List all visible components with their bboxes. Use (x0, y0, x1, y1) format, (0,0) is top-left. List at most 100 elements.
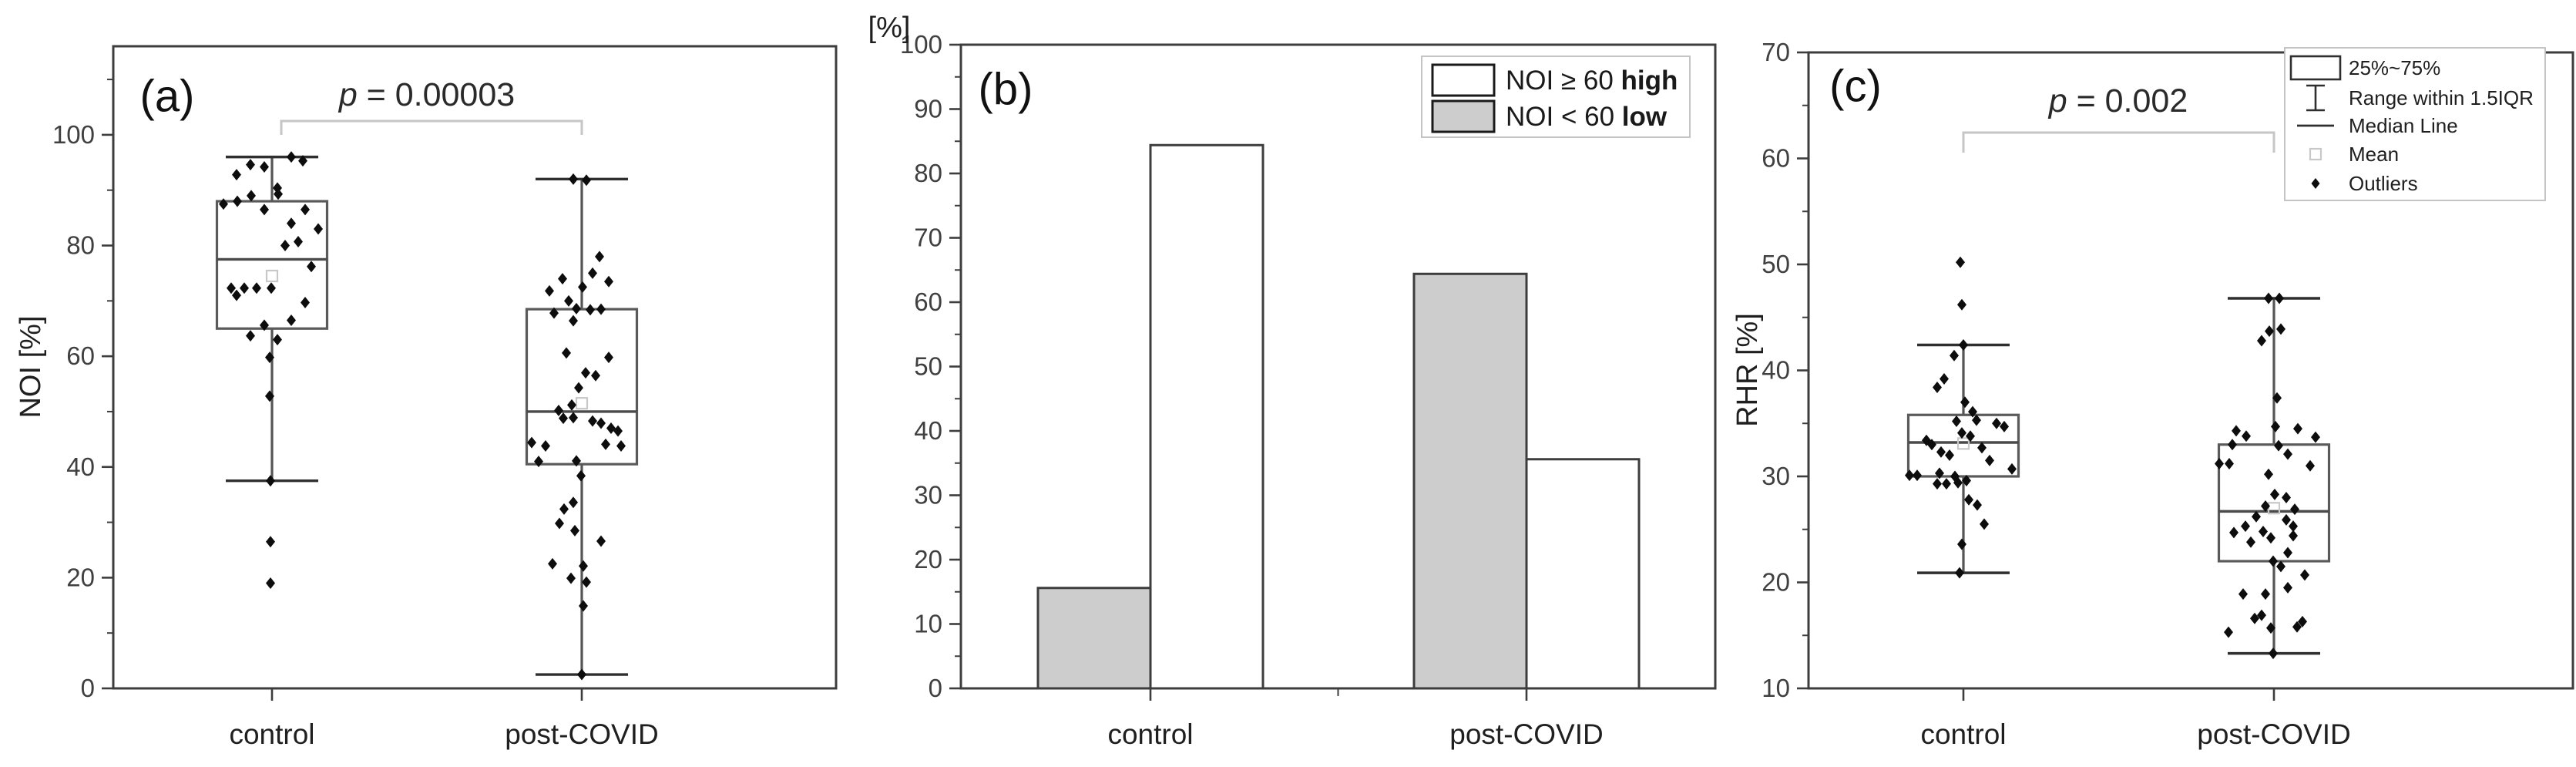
data-point-diamond (604, 352, 613, 364)
x-category-label: post-COVID (2197, 718, 2350, 750)
data-point-diamond (1957, 298, 1966, 311)
y-tick-label: 0 (929, 674, 942, 702)
x-category-label: control (1920, 718, 2006, 750)
legend-label: Median Line (2349, 114, 2458, 137)
data-point-diamond (2272, 392, 2282, 404)
data-point-diamond (1973, 499, 1982, 511)
data-point-diamond (577, 668, 586, 681)
panel-letter: (b) (979, 65, 1033, 115)
data-point-diamond (562, 347, 571, 359)
data-point-diamond (554, 405, 563, 417)
data-point-diamond (2264, 468, 2273, 480)
data-point-diamond (2274, 439, 2283, 452)
y-tick-label: 40 (66, 452, 95, 481)
y-tick-label: 10 (1762, 674, 1790, 702)
y-tick-label: 60 (1762, 144, 1790, 173)
data-point-diamond (240, 282, 249, 294)
y-tick-label: 60 (914, 288, 942, 316)
data-point-diamond (2293, 422, 2302, 435)
data-point-diamond (2261, 500, 2270, 512)
data-point-diamond (548, 557, 557, 570)
y-tick-label: 10 (914, 610, 942, 638)
data-point-diamond (588, 267, 597, 279)
data-point-diamond (2224, 626, 2233, 638)
data-point-diamond (1962, 475, 1971, 486)
data-point-diamond (2270, 488, 2279, 500)
data-point-diamond (1956, 256, 1965, 268)
y-axis-title: [%] (868, 12, 911, 44)
y-tick-label: 40 (914, 416, 942, 445)
y-tick-label: 30 (914, 481, 942, 510)
data-point-diamond (574, 382, 583, 394)
data-point-diamond (260, 319, 269, 331)
data-point-diamond (2290, 503, 2299, 516)
data-point-diamond (2269, 555, 2278, 567)
mean-marker (575, 397, 589, 410)
data-point-diamond (2300, 569, 2309, 581)
panel-letter: (c) (1829, 62, 1882, 112)
data-point-diamond (579, 560, 588, 572)
data-point-diamond (581, 367, 590, 379)
data-point-diamond (2275, 292, 2284, 304)
data-point-diamond (559, 412, 568, 425)
data-point-diamond (579, 600, 588, 612)
panel-a-noi-boxplot: p = 0.00003 0 20 40 60 80 100 control post-COVID… (15, 45, 838, 750)
data-point-diamond (2259, 526, 2268, 537)
data-point-diamond (578, 281, 587, 293)
mean-square-icon (2309, 147, 2322, 161)
x-category-label: post-COVID (1449, 718, 1603, 750)
data-point-diamond (549, 307, 559, 319)
data-point-diamond (219, 198, 228, 210)
y-tick-label: 20 (1762, 568, 1790, 597)
y-tick-label: 20 (914, 545, 942, 574)
data-point-diamond (2242, 430, 2251, 442)
data-point-diamond (2276, 560, 2285, 573)
p-value-label: p = 0.00003 (338, 76, 515, 113)
data-point-diamond (555, 517, 564, 530)
data-point-diamond (2252, 510, 2261, 523)
data-point-diamond (287, 151, 296, 163)
data-point-diamond (559, 503, 569, 515)
y-tick-label: 60 (66, 341, 95, 370)
data-point-diamond (1977, 442, 1987, 454)
data-point-diamond (2215, 458, 2224, 469)
data-point-diamond (569, 173, 578, 185)
data-point-diamond (588, 415, 597, 427)
data-point-diamond (1927, 439, 1936, 451)
data-point-diamond (232, 289, 241, 301)
data-point-diamond (1957, 538, 1966, 550)
data-point-diamond (260, 204, 269, 216)
y-tick-label: 30 (1762, 462, 1790, 490)
data-point-diamond (267, 282, 276, 294)
data-point-diamond (569, 496, 578, 509)
data-point-diamond (2283, 547, 2292, 559)
data-point-diamond (1985, 454, 1994, 466)
data-point-diamond (2257, 335, 2266, 347)
y-tick-label: 40 (1762, 356, 1790, 385)
data-point-diamond (266, 577, 275, 590)
data-point-diamond (586, 304, 595, 316)
x-category-label: post-COVID (505, 718, 658, 750)
data-point-diamond (247, 190, 256, 202)
data-point-diamond (232, 169, 241, 181)
y-tick-label: 100 (52, 120, 95, 149)
data-point-diamond (266, 536, 275, 548)
plot-frame (112, 45, 838, 690)
data-point-diamond (596, 417, 606, 429)
y-tick-label: 90 (914, 95, 942, 123)
bar-high (1525, 458, 1641, 690)
panel-letter: (a) (140, 72, 195, 122)
data-point-diamond (591, 369, 600, 382)
data-point-diamond (1959, 339, 1968, 351)
data-point-diamond (280, 240, 290, 252)
data-point-diamond (541, 439, 550, 452)
data-point-diamond (567, 399, 576, 411)
data-point-diamond (1952, 415, 1961, 427)
data-point-diamond (2265, 325, 2274, 338)
data-point-diamond (2241, 520, 2250, 533)
data-point-diamond (298, 155, 307, 167)
outlier-diamond-icon (2311, 178, 2320, 189)
data-point-diamond (1940, 373, 1949, 385)
data-point-diamond (2282, 492, 2291, 503)
mean-marker (265, 269, 279, 283)
